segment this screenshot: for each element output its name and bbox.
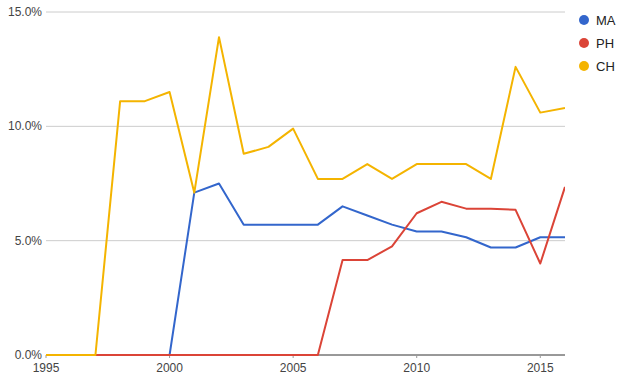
x-tick-label: 2010 — [403, 361, 430, 375]
legend-label: CH — [596, 59, 615, 74]
grid-line — [46, 126, 565, 127]
series-line — [46, 184, 565, 356]
plot-area — [46, 37, 565, 355]
x-tick-label: 2005 — [280, 361, 307, 375]
x-tick — [540, 355, 541, 358]
grid-line — [46, 240, 565, 241]
x-tick — [416, 355, 417, 358]
grid-line — [46, 12, 565, 13]
y-tick-label: 5.0% — [15, 234, 43, 248]
series-line — [46, 37, 565, 355]
x-tick-label: 2015 — [527, 361, 554, 375]
x-tick-label: 2000 — [156, 361, 183, 375]
y-tick-label: 15.0% — [8, 5, 42, 19]
legend-swatch — [579, 61, 589, 71]
series-line — [46, 187, 565, 355]
legend-label: MA — [596, 13, 616, 28]
y-tick-label: 0.0% — [15, 348, 43, 362]
legend-swatch — [579, 15, 589, 25]
y-tick-label: 10.0% — [8, 119, 42, 133]
x-tick-label: 1995 — [33, 361, 60, 375]
legend-swatch — [579, 38, 589, 48]
legend-label: PH — [596, 36, 614, 51]
chart: 0.0% 5.0% 10.0% 15.0% 1995 2000 2005 2010 2015 MA… — [0, 0, 628, 389]
